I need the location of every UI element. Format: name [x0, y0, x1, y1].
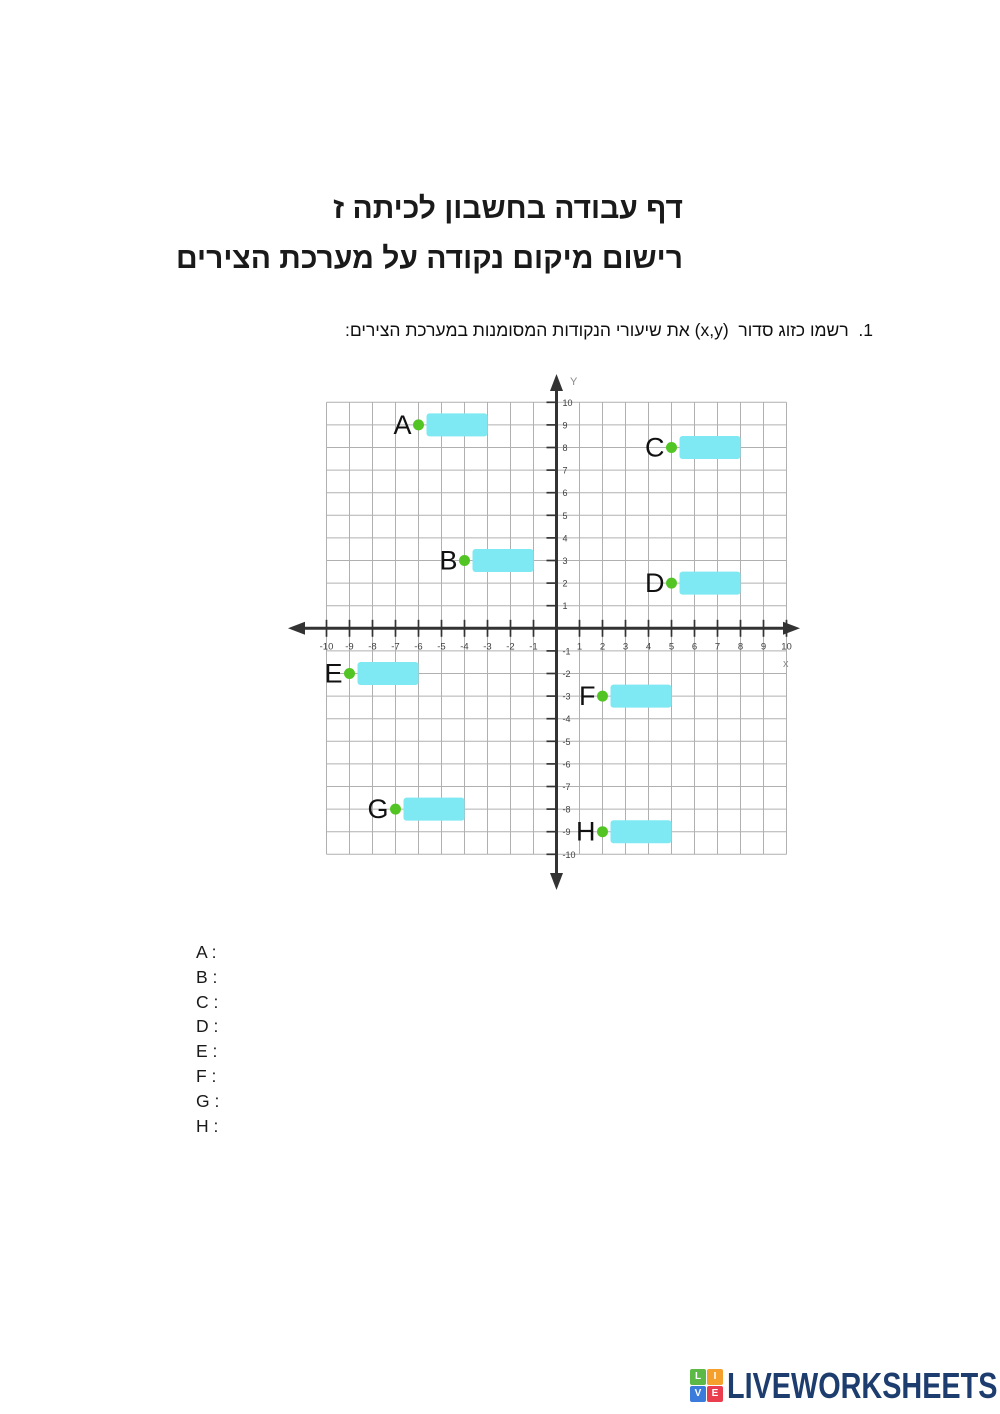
answer-box-H[interactable]	[610, 820, 672, 844]
svg-text:-8: -8	[368, 641, 376, 652]
title-line-1: דף עבודה בחשבון לכיתה ז	[333, 192, 683, 225]
svg-text:-6: -6	[414, 641, 422, 652]
point-dot-F	[597, 690, 608, 702]
point-dot-C	[666, 442, 677, 453]
point-label-H: H	[576, 817, 596, 847]
svg-text:-10: -10	[320, 641, 334, 652]
svg-text:-2: -2	[506, 641, 514, 652]
point-dot-E	[344, 668, 355, 679]
answer-box-A[interactable]	[426, 413, 488, 437]
svg-text:-5: -5	[563, 737, 571, 747]
svg-text:9: 9	[761, 641, 766, 652]
svg-text:9: 9	[563, 420, 568, 430]
point-dot-H	[597, 826, 608, 838]
answer-row-h: H :	[196, 1115, 219, 1136]
svg-text:8: 8	[738, 641, 743, 652]
svg-text:3: 3	[623, 641, 628, 652]
svg-text:10: 10	[563, 398, 573, 408]
instruction-text: 1. רשמו כזוג סדור (x,y) את שיעורי הנקודו…	[345, 320, 873, 340]
answer-box-F[interactable]	[610, 684, 672, 708]
liveworksheets-logo: L I V E LIVEWORKSHEETS	[690, 1365, 1000, 1406]
answer-row-d: D :	[196, 1016, 219, 1037]
point-dot-A	[413, 419, 424, 431]
point-label-G: G	[367, 794, 388, 824]
svg-text:1: 1	[563, 601, 568, 611]
svg-text:4: 4	[563, 533, 568, 543]
svg-text:2: 2	[563, 579, 568, 589]
logo-tile-i: I	[707, 1369, 723, 1385]
y-axis-label: Y	[570, 376, 578, 388]
answer-row-a: A :	[196, 942, 217, 962]
worksheet-title: דף עבודה בחשבון לכיתה ז רישום מיקום נקוד…	[176, 184, 683, 284]
svg-text:-1: -1	[529, 641, 537, 652]
answer-box-B[interactable]	[472, 549, 534, 572]
point-dot-G	[390, 803, 401, 815]
logo-tile-e: E	[707, 1386, 723, 1402]
title-line-2: רישום מיקום נקודה על מערכת הצירים	[176, 242, 683, 275]
svg-text:6: 6	[563, 488, 568, 498]
point-label-A: A	[393, 410, 411, 440]
point-label-D: D	[645, 568, 665, 598]
svg-text:6: 6	[692, 641, 697, 652]
svg-text:-6: -6	[563, 759, 571, 769]
answer-box-G[interactable]	[403, 797, 465, 821]
answer-box-C[interactable]	[679, 436, 741, 459]
svg-text:10: 10	[781, 641, 792, 652]
answer-row-b: B :	[196, 966, 218, 987]
svg-text:-8: -8	[563, 805, 571, 815]
liveworksheets-logo-text: LIVEWORKSHEETS	[727, 1365, 998, 1406]
coordinate-grid-svg: -10 -9 -8 -7 -6 -5 -4 -3 -2 -1 1 2 3 4 5 6 7 8 9 10 10 9 8 7 6 5 4…	[288, 374, 800, 890]
svg-text:-9: -9	[345, 641, 353, 652]
svg-text:7: 7	[715, 641, 720, 652]
answer-row-f: F :	[196, 1065, 217, 1086]
answer-box-D[interactable]	[679, 571, 741, 595]
x-axis-label: x	[783, 658, 789, 670]
svg-text:4: 4	[646, 641, 651, 652]
svg-text:-4: -4	[460, 641, 468, 652]
liveworksheets-logo-icon: L I V E	[690, 1369, 724, 1403]
svg-text:-1: -1	[563, 646, 571, 656]
svg-text:5: 5	[563, 511, 568, 521]
point-label-E: E	[324, 659, 342, 689]
svg-text:1: 1	[577, 641, 582, 652]
svg-text:-10: -10	[563, 850, 576, 860]
point-dot-B	[459, 555, 470, 566]
coordinate-plane: -10 -9 -8 -7 -6 -5 -4 -3 -2 -1 1 2 3 4 5 6 7 8 9 10 10 9 8 7 6 5 4…	[270, 365, 830, 900]
answer-box-E[interactable]	[357, 662, 419, 685]
svg-text:7: 7	[563, 466, 568, 476]
svg-text:-3: -3	[483, 641, 491, 652]
answer-row-e: E :	[196, 1041, 218, 1062]
svg-text:-5: -5	[437, 641, 445, 652]
svg-text:5: 5	[669, 641, 674, 652]
point-label-B: B	[439, 546, 457, 576]
svg-text:-7: -7	[391, 641, 399, 652]
svg-text:-7: -7	[563, 782, 571, 792]
answer-list: A : B : C : D : E : F : G : H :	[196, 940, 219, 1138]
svg-text:8: 8	[563, 443, 568, 453]
answer-row-g: G :	[196, 1090, 220, 1111]
svg-text:2: 2	[600, 641, 605, 652]
svg-text:-4: -4	[563, 714, 571, 724]
point-dot-D	[666, 577, 677, 589]
svg-text:3: 3	[563, 556, 568, 566]
answer-row-c: C :	[196, 991, 219, 1012]
svg-text:-9: -9	[563, 827, 571, 837]
svg-text:-2: -2	[563, 669, 571, 679]
point-label-C: C	[645, 433, 665, 463]
logo-tile-v: V	[690, 1386, 706, 1402]
logo-tile-l: L	[690, 1369, 706, 1385]
point-label-F: F	[579, 681, 596, 711]
svg-text:-3: -3	[563, 692, 571, 702]
